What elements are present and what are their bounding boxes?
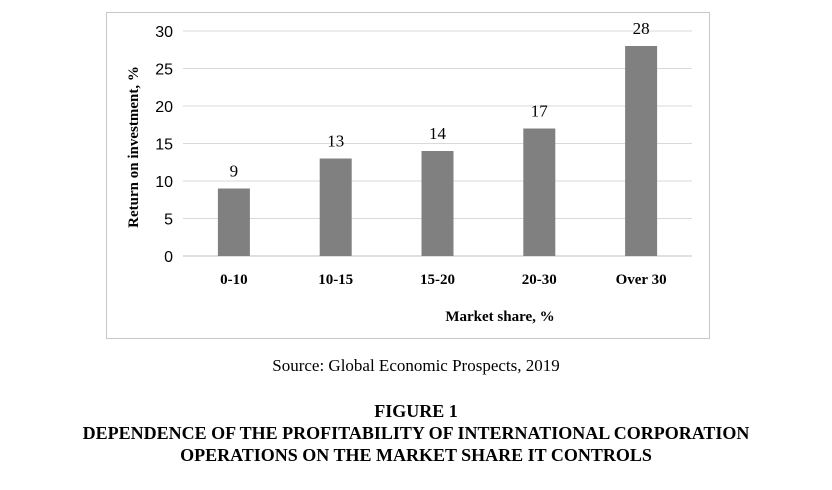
y-axis-title: Return on investment, % [126, 66, 142, 228]
bar-value-labels: 9 13 14 17 28 [230, 19, 650, 181]
x-tick-label: 0-10 [220, 272, 248, 288]
bar [625, 46, 658, 256]
source-caption: Source: Global Economic Prospects, 2019 [272, 356, 560, 375]
bar [217, 188, 250, 256]
y-tick-label: 15 [155, 137, 173, 154]
bar-value-label: 13 [327, 132, 344, 151]
y-tick-label: 10 [155, 174, 173, 191]
bar-value-label: 9 [230, 162, 239, 181]
bar-value-label: 17 [531, 102, 549, 121]
figure-number: FIGURE 1 [374, 401, 458, 421]
x-tick-labels: 0-10 10-15 15-20 20-30 Over 30 [220, 272, 666, 288]
y-tick-labels: 0 5 10 15 20 25 30 [155, 24, 173, 266]
figure-title-line-2: OPERATIONS ON THE MARKET SHARE IT CONTRO… [180, 445, 652, 465]
x-tick-label: 20-30 [522, 272, 557, 288]
y-tick-label: 5 [164, 212, 173, 229]
figure-title-line-1: DEPENDENCE OF THE PROFITABILITY OF INTER… [82, 423, 750, 443]
x-tick-label: 15-20 [420, 272, 455, 288]
bar-value-label: 14 [429, 124, 447, 143]
y-tick-label: 0 [164, 249, 173, 266]
chart-frame [106, 12, 710, 339]
bar [523, 128, 556, 256]
x-axis-title: Market share, % [445, 309, 554, 325]
bar [421, 151, 454, 256]
figure-caption: FIGURE 1 DEPENDENCE OF THE PROFITABILITY… [0, 400, 832, 466]
bar-chart: 9 13 14 17 28 0 5 10 15 20 25 30 0-10 10-15 15-20 20-… [126, 19, 692, 325]
x-tick-label: Over 30 [616, 272, 667, 288]
bars [217, 46, 658, 256]
y-tick-label: 20 [155, 99, 173, 116]
bar [319, 158, 352, 256]
y-tick-label: 25 [155, 62, 173, 79]
bar-value-label: 28 [633, 19, 650, 38]
y-tick-label: 30 [155, 24, 173, 41]
gridlines [183, 30, 692, 257]
x-tick-label: 10-15 [318, 272, 353, 288]
